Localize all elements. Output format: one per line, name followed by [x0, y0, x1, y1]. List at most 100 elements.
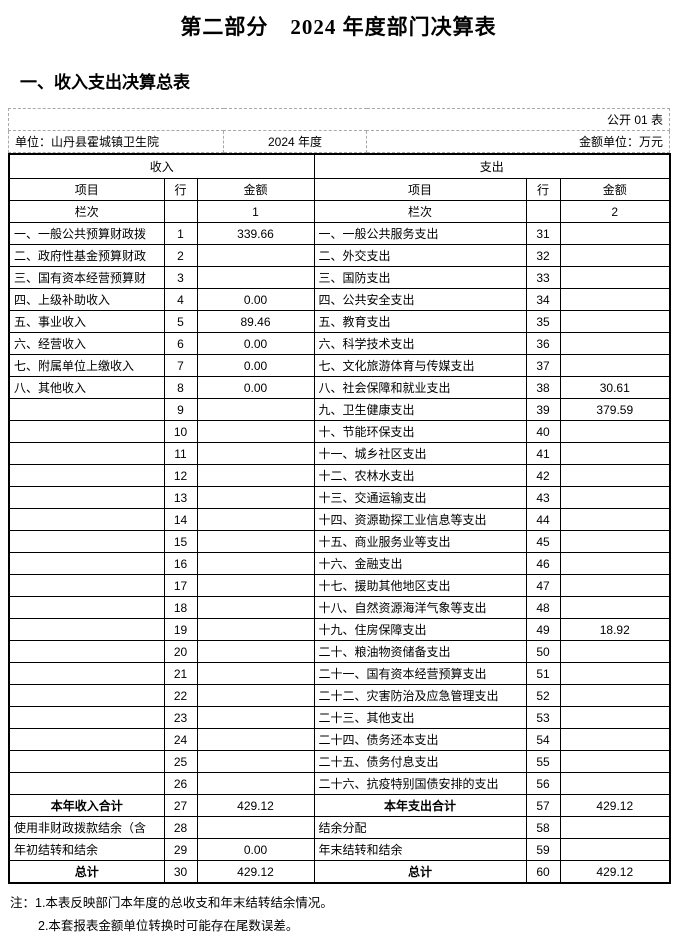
income-item-cell: 八、其他收入	[8, 376, 165, 399]
income-amount-cell	[196, 684, 315, 707]
expense-rowno-cell: 40	[525, 420, 561, 443]
income-amount-cell	[196, 574, 315, 597]
expense-rowno-cell: 50	[525, 640, 561, 663]
income-amount-cell	[196, 486, 315, 509]
income-item-cell	[8, 530, 165, 553]
income-amount-cell: 429.12	[196, 794, 315, 817]
income-item-cell	[8, 464, 165, 487]
income-amount-cell: 429.12	[196, 860, 315, 884]
income-item-cell: 总计	[8, 860, 165, 884]
income-amount-cell: 0.00	[196, 838, 315, 861]
income-item-cell	[8, 750, 165, 773]
income-rowno-cell: 2	[163, 244, 198, 267]
expense-rowno-cell: 43	[525, 486, 561, 509]
expense-item-cell: 八、社会保障和就业支出	[313, 376, 527, 399]
expense-item-cell: 五、教育支出	[313, 310, 527, 333]
expense-rowno-cell: 57	[525, 794, 561, 817]
income-item-cell: 一、一般公共预算财政拨	[8, 222, 165, 245]
expense-rowno-cell: 33	[525, 266, 561, 289]
expense-rowno-cell: 60	[525, 860, 561, 884]
table-row: 使用非财政拨款结余（含 28 结余分配 58	[8, 816, 671, 839]
table-row: 24 二十四、债务还本支出 54	[8, 728, 671, 751]
income-rowno-cell: 14	[163, 508, 198, 531]
income-amount-cell	[196, 508, 315, 531]
lanci-expense-label: 栏次	[313, 200, 527, 223]
expense-item-header: 项目	[313, 178, 527, 201]
income-rowno-cell: 30	[163, 860, 198, 884]
income-amount-cell	[196, 420, 315, 443]
income-amount-cell: 0.00	[196, 288, 315, 311]
income-amount-cell	[196, 464, 315, 487]
expense-rowno-cell: 35	[525, 310, 561, 333]
income-rowno-cell: 19	[163, 618, 198, 641]
column-index-row: 栏次 1 栏次 2	[8, 200, 671, 223]
income-item-cell	[8, 508, 165, 531]
income-rowno-cell: 12	[163, 464, 198, 487]
expense-amount-cell	[559, 332, 671, 355]
lanci-expense-rowno	[525, 200, 561, 223]
income-item-cell	[8, 706, 165, 729]
income-item-cell	[8, 596, 165, 619]
income-item-cell: 四、上级补助收入	[8, 288, 165, 311]
expense-rowno-cell: 52	[525, 684, 561, 707]
expense-item-cell: 七、文化旅游体育与传媒支出	[313, 354, 527, 377]
expense-amount-cell	[559, 222, 671, 245]
income-rowno-cell: 22	[163, 684, 198, 707]
income-rowno-cell: 4	[163, 288, 198, 311]
income-item-cell	[8, 662, 165, 685]
expense-item-cell: 十一、城乡社区支出	[313, 442, 527, 465]
income-rowno-cell: 9	[163, 398, 198, 421]
table-row: 23 二十三、其他支出 53	[8, 706, 671, 729]
table-row: 9 九、卫生健康支出 39 379.59	[8, 398, 671, 421]
expense-item-cell: 总计	[313, 860, 527, 884]
table-row: 七、附属单位上缴收入 7 0.00 七、文化旅游体育与传媒支出 37	[8, 354, 671, 377]
expense-item-cell: 十、节能环保支出	[313, 420, 527, 443]
table-code: 公开 01 表	[7, 108, 671, 131]
expense-amount-cell: 429.12	[559, 860, 671, 884]
expense-item-cell: 十七、援助其他地区支出	[313, 574, 527, 597]
expense-amount-cell	[559, 442, 671, 465]
expense-item-cell: 二十四、债务还本支出	[313, 728, 527, 751]
income-item-cell	[8, 772, 165, 795]
section-header-row: 收入 支出	[8, 153, 671, 179]
expense-rowno-cell: 32	[525, 244, 561, 267]
table-row: 五、事业收入 5 89.46 五、教育支出 35	[8, 310, 671, 333]
expense-rowno-cell: 51	[525, 662, 561, 685]
expense-amount-cell	[559, 706, 671, 729]
income-item-cell	[8, 574, 165, 597]
expense-rowno-cell: 36	[525, 332, 561, 355]
income-amount-cell	[196, 816, 315, 839]
income-item-cell: 六、经营收入	[8, 332, 165, 355]
expense-amount-cell	[559, 266, 671, 289]
income-rowno-cell: 10	[163, 420, 198, 443]
income-amount-cell	[196, 750, 315, 773]
expense-amount-cell	[559, 244, 671, 267]
table-row: 17 十七、援助其他地区支出 47	[8, 574, 671, 597]
table-code-row: 公开 01 表	[7, 108, 671, 131]
expense-rowno-cell: 38	[525, 376, 561, 399]
expense-item-cell: 十九、住房保障支出	[313, 618, 527, 641]
expense-item-cell: 二十二、灾害防治及应急管理支出	[313, 684, 527, 707]
table-row: 20 二十、粮油物资储备支出 50	[8, 640, 671, 663]
expense-rowno-cell: 39	[525, 398, 561, 421]
expense-item-cell: 二、外交支出	[313, 244, 527, 267]
income-amount-cell	[196, 772, 315, 795]
lanci-income-col: 1	[196, 200, 315, 223]
expense-amount-cell	[559, 662, 671, 685]
expense-item-cell: 二十、粮油物资储备支出	[313, 640, 527, 663]
expense-item-cell: 四、公共安全支出	[313, 288, 527, 311]
income-item-cell	[8, 486, 165, 509]
meta-row: 单位：山丹县霍城镇卫生院 2024 年度 金额单位：万元	[8, 130, 671, 153]
expense-item-cell: 十五、商业服务业等支出	[313, 530, 527, 553]
expense-amount-cell	[559, 508, 671, 531]
income-item-cell: 使用非财政拨款结余（含	[8, 816, 165, 839]
table-row: 11 十一、城乡社区支出 41	[8, 442, 671, 465]
expense-amount-cell	[559, 750, 671, 773]
column-header-row: 项目 行 金额 项目 行 金额	[8, 178, 671, 201]
table-row: 本年收入合计 27 429.12 本年支出合计 57 429.12	[8, 794, 671, 817]
budget-table-body: 收入 支出 项目 行 金额 项目 行 金额 栏次 1 栏次 2 一、一般公共预算…	[8, 153, 671, 884]
expense-item-cell: 结余分配	[313, 816, 527, 839]
income-amount-cell	[196, 398, 315, 421]
expense-rowno-cell: 59	[525, 838, 561, 861]
